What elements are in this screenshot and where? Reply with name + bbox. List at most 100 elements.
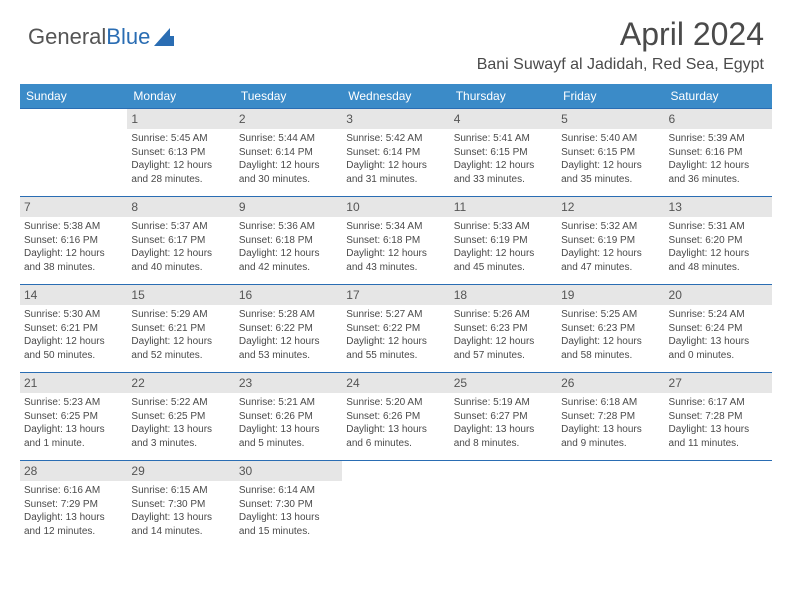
day-number: 7	[20, 197, 127, 217]
calendar-cell: 11Sunrise: 5:33 AMSunset: 6:19 PMDayligh…	[450, 197, 557, 285]
day-number: 28	[20, 461, 127, 481]
sunset-line: Sunset: 6:23 PM	[454, 322, 553, 336]
daylight-line: Daylight: 12 hours and 45 minutes.	[454, 247, 553, 274]
day-number: 12	[557, 197, 664, 217]
daylight-line: Daylight: 13 hours and 8 minutes.	[454, 423, 553, 450]
calendar-cell: 19Sunrise: 5:25 AMSunset: 6:23 PMDayligh…	[557, 285, 664, 373]
calendar-cell: 30Sunrise: 6:14 AMSunset: 7:30 PMDayligh…	[235, 461, 342, 549]
day-number: 11	[450, 197, 557, 217]
day-number: 1	[127, 109, 234, 129]
calendar-body: 1Sunrise: 5:45 AMSunset: 6:13 PMDaylight…	[20, 109, 772, 549]
calendar-cell: 12 Sunrise: 5:32 AMSunset: 6:19 PMDayligh…	[557, 197, 664, 285]
weekday-header: Saturday	[665, 84, 772, 109]
daylight-line: Daylight: 13 hours and 0 minutes.	[669, 335, 768, 362]
day-number: 18	[450, 285, 557, 305]
calendar-cell: 7Sunrise: 5:38 AMSunset: 6:16 PMDaylight…	[20, 197, 127, 285]
weekday-header: Sunday	[20, 84, 127, 109]
logo-word-2: Blue	[106, 24, 150, 50]
sunrise-line: Sunrise: 5:34 AM	[346, 220, 445, 234]
sunset-line: Sunset: 6:21 PM	[131, 322, 230, 336]
daylight-line: Daylight: 12 hours and 53 minutes.	[239, 335, 338, 362]
sunset-line: Sunset: 6:14 PM	[239, 146, 338, 160]
day-number: 15	[127, 285, 234, 305]
weekday-header: Friday	[557, 84, 664, 109]
calendar-row: 28 Sunrise: 6:16 AMSunset: 7:29 PMDayligh…	[20, 461, 772, 549]
sunrise-line: Sunrise: 5:20 AM	[346, 396, 445, 410]
sunset-line: Sunset: 7:29 PM	[24, 498, 123, 512]
sunrise-line: Sunrise: 6:15 AM	[131, 484, 230, 498]
sunrise-line: Sunrise: 5:41 AM	[454, 132, 553, 146]
daylight-line: Daylight: 13 hours and 12 minutes.	[24, 511, 123, 538]
sunrise-line: Sunrise: 5:27 AM	[346, 308, 445, 322]
location-text: Bani Suwayf al Jadidah, Red Sea, Egypt	[477, 56, 764, 74]
sunset-line: Sunset: 6:26 PM	[239, 410, 338, 424]
daylight-line: Daylight: 12 hours and 31 minutes.	[346, 159, 445, 186]
sunset-line: Sunset: 6:19 PM	[454, 234, 553, 248]
sunset-line: Sunset: 6:24 PM	[669, 322, 768, 336]
calendar-row: 14Sunrise: 5:30 AMSunset: 6:21 PMDayligh…	[20, 285, 772, 373]
calendar-cell: 20Sunrise: 5:24 AMSunset: 6:24 PMDayligh…	[665, 285, 772, 373]
sunset-line: Sunset: 6:18 PM	[239, 234, 338, 248]
calendar-cell: 24Sunrise: 5:20 AMSunset: 6:26 PMDayligh…	[342, 373, 449, 461]
day-number: 22	[127, 373, 234, 393]
sunrise-line: Sunrise: 5:29 AM	[131, 308, 230, 322]
day-number: 13	[665, 197, 772, 217]
sunrise-line: Sunrise: 6:16 AM	[24, 484, 123, 498]
day-number: 2	[235, 109, 342, 129]
sunrise-line: Sunrise: 5:32 AM	[561, 220, 660, 234]
logo-word-1: General	[28, 24, 106, 50]
sunset-line: Sunset: 6:26 PM	[346, 410, 445, 424]
calendar-cell: 6Sunrise: 5:39 AMSunset: 6:16 PMDaylight…	[665, 109, 772, 197]
daylight-line: Daylight: 12 hours and 47 minutes.	[561, 247, 660, 274]
sunset-line: Sunset: 6:15 PM	[561, 146, 660, 160]
sunset-line: Sunset: 6:17 PM	[131, 234, 230, 248]
daylight-line: Daylight: 12 hours and 35 minutes.	[561, 159, 660, 186]
calendar-cell: 18Sunrise: 5:26 AMSunset: 6:23 PMDayligh…	[450, 285, 557, 373]
sunrise-line: Sunrise: 5:22 AM	[131, 396, 230, 410]
daylight-line: Daylight: 13 hours and 9 minutes.	[561, 423, 660, 450]
day-number: 23	[235, 373, 342, 393]
calendar-cell: 27Sunrise: 6:17 AMSunset: 7:28 PMDayligh…	[665, 373, 772, 461]
weekday-header: Tuesday	[235, 84, 342, 109]
day-number: 9	[235, 197, 342, 217]
day-number: 5	[557, 109, 664, 129]
sunset-line: Sunset: 7:28 PM	[669, 410, 768, 424]
calendar-row: 7Sunrise: 5:38 AMSunset: 6:16 PMDaylight…	[20, 197, 772, 285]
sunset-line: Sunset: 6:22 PM	[239, 322, 338, 336]
sunset-line: Sunset: 6:16 PM	[24, 234, 123, 248]
sunset-line: Sunset: 6:25 PM	[24, 410, 123, 424]
sunset-line: Sunset: 6:21 PM	[24, 322, 123, 336]
calendar-table: SundayMondayTuesdayWednesdayThursdayFrid…	[20, 84, 772, 549]
sunrise-line: Sunrise: 5:44 AM	[239, 132, 338, 146]
calendar-cell: 22Sunrise: 5:22 AMSunset: 6:25 PMDayligh…	[127, 373, 234, 461]
logo: GeneralBlue	[28, 24, 174, 50]
sunset-line: Sunset: 6:22 PM	[346, 322, 445, 336]
calendar-row: 21Sunrise: 5:23 AMSunset: 6:25 PMDayligh…	[20, 373, 772, 461]
daylight-line: Daylight: 12 hours and 50 minutes.	[24, 335, 123, 362]
calendar-cell: 14Sunrise: 5:30 AMSunset: 6:21 PMDayligh…	[20, 285, 127, 373]
daylight-line: Daylight: 13 hours and 3 minutes.	[131, 423, 230, 450]
sunset-line: Sunset: 6:15 PM	[454, 146, 553, 160]
daylight-line: Daylight: 12 hours and 36 minutes.	[669, 159, 768, 186]
day-number: 4	[450, 109, 557, 129]
daylight-line: Daylight: 12 hours and 30 minutes.	[239, 159, 338, 186]
sunset-line: Sunset: 6:16 PM	[669, 146, 768, 160]
sunrise-line: Sunrise: 5:23 AM	[24, 396, 123, 410]
page-title: April 2024	[620, 16, 764, 53]
day-number: 29	[127, 461, 234, 481]
daylight-line: Daylight: 12 hours and 48 minutes.	[669, 247, 768, 274]
sunrise-line: Sunrise: 5:42 AM	[346, 132, 445, 146]
calendar-row: 1Sunrise: 5:45 AMSunset: 6:13 PMDaylight…	[20, 109, 772, 197]
sunrise-line: Sunrise: 5:31 AM	[669, 220, 768, 234]
sunset-line: Sunset: 6:19 PM	[561, 234, 660, 248]
calendar-cell: 3Sunrise: 5:42 AMSunset: 6:14 PMDaylight…	[342, 109, 449, 197]
sunset-line: Sunset: 6:23 PM	[561, 322, 660, 336]
calendar-cell: 4Sunrise: 5:41 AMSunset: 6:15 PMDaylight…	[450, 109, 557, 197]
calendar-cell: 9Sunrise: 5:36 AMSunset: 6:18 PMDaylight…	[235, 197, 342, 285]
sunrise-line: Sunrise: 5:37 AM	[131, 220, 230, 234]
calendar-cell: 10Sunrise: 5:34 AMSunset: 6:18 PMDayligh…	[342, 197, 449, 285]
sunset-line: Sunset: 7:30 PM	[239, 498, 338, 512]
sunrise-line: Sunrise: 5:28 AM	[239, 308, 338, 322]
calendar-cell: 25Sunrise: 5:19 AMSunset: 6:27 PMDayligh…	[450, 373, 557, 461]
day-number: 26	[557, 373, 664, 393]
